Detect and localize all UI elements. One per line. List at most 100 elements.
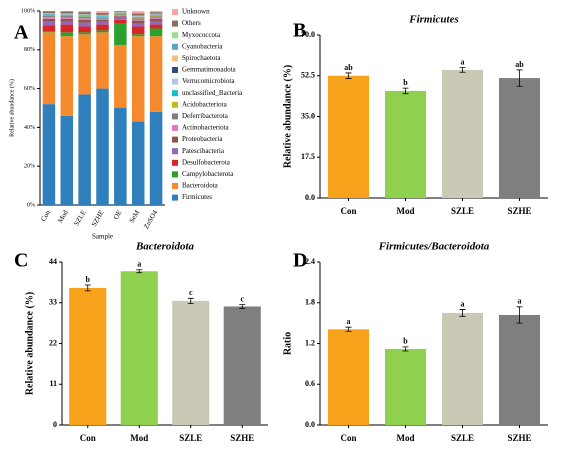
bar (441, 69, 484, 198)
bar-segment (149, 15, 163, 16)
significance-letter: a (461, 57, 465, 66)
error-bar (239, 304, 246, 309)
error-bar (402, 87, 409, 95)
bar-segment (149, 111, 163, 205)
bar-segment (42, 25, 56, 32)
bar-segment (114, 16, 127, 18)
bar (441, 312, 484, 425)
legend-swatch (172, 136, 178, 143)
x-tick-label: Con (39, 208, 52, 223)
x-tick-label: SZHE (507, 206, 531, 216)
error-bar (136, 269, 143, 274)
bar-segment (78, 12, 91, 15)
bar-segment (42, 15, 56, 17)
x-tick-label: ZnSO4 (142, 208, 159, 230)
bar-segment (42, 16, 56, 18)
y-tick-label: 17.5 (301, 152, 315, 161)
legend-swatch (172, 20, 178, 27)
y-axis-label: Ratio (282, 332, 293, 355)
y-tick-label: 22 (49, 338, 57, 347)
legend-label: Acidobacteriota (182, 100, 228, 108)
x-tick-label: SZLE (451, 433, 474, 443)
bar-segment (149, 12, 163, 14)
bar-segment (78, 22, 91, 27)
bar-segment (114, 108, 127, 205)
bar-segment (114, 11, 127, 13)
bar-segment (96, 16, 109, 18)
x-axis-label: Sample (92, 233, 113, 241)
legend-swatch (172, 183, 178, 189)
error-bar (459, 309, 466, 317)
y-tick-label: 2.4 (305, 257, 315, 266)
bar-segment (131, 11, 145, 14)
panel-label: B (293, 20, 306, 42)
bar-segment (96, 21, 109, 25)
bar-segment (60, 36, 74, 116)
y-tick-label: 33 (49, 298, 57, 307)
bar-segment (60, 24, 74, 33)
y-tick-label: 60% (24, 86, 35, 92)
bar-segment (114, 23, 127, 45)
bar-segment (78, 11, 91, 13)
bar-segment (78, 26, 91, 33)
bar-segment (96, 17, 109, 18)
x-tick-label: SZHE (507, 433, 531, 443)
bar-segment (131, 17, 145, 19)
significance-letter: c (189, 288, 193, 297)
legend-swatch (172, 32, 178, 39)
legend-swatch (172, 55, 178, 62)
x-tick-label: SZLE (179, 433, 202, 443)
bar-segment (114, 13, 127, 15)
bar (498, 314, 541, 425)
y-tick-label: 11 (49, 379, 57, 388)
y-tick-label: 1.8 (305, 298, 315, 307)
significance-letter: a (518, 297, 522, 306)
legend-label: Deferribacterota (182, 112, 229, 120)
significance-letter: b (403, 337, 408, 346)
bar-segment (42, 104, 56, 205)
significance-letter: ab (344, 63, 353, 72)
error-bar (402, 346, 409, 352)
bar-segment (78, 15, 91, 17)
legend-label: Unknown (182, 8, 210, 16)
y-tick-label: 20% (24, 164, 35, 170)
bar-segment (149, 17, 163, 19)
legend-label: Cyanobacteria (182, 42, 223, 50)
y-axis-label: Relative abundance (%) (8, 79, 15, 137)
significance-letter: b (86, 275, 91, 284)
x-tick-label: SZLE (72, 209, 87, 227)
y-tick-label: 0 (53, 420, 57, 429)
panel-label: C (14, 250, 28, 272)
bar-segment (96, 30, 109, 33)
bar-segment (131, 121, 145, 205)
chart-title: Firmicutes/Bacteroidota (378, 241, 490, 253)
legend-label: Verrucomicrobiota (182, 77, 235, 85)
bar-segment (131, 36, 145, 122)
bar-segment (114, 44, 127, 108)
x-tick-label: OE (112, 209, 124, 221)
legend-swatch (172, 67, 178, 73)
bar-segment (96, 32, 109, 89)
x-tick-label: Mod (397, 433, 415, 443)
legend-label: Myxococcota (182, 31, 221, 39)
legend-label: Campylobacterota (182, 170, 234, 178)
bar-segment (42, 18, 56, 22)
x-tick-label: Con (80, 433, 96, 443)
x-tick-label: SeM (128, 208, 142, 224)
legend-swatch (172, 159, 178, 166)
y-tick-label: 80% (24, 47, 35, 53)
error-bar (84, 284, 91, 292)
legend-swatch (172, 148, 178, 155)
bar-segment (114, 17, 127, 20)
bar-segment (149, 28, 163, 37)
legend-label: Firmicutes (182, 193, 212, 201)
bar-segment (78, 94, 91, 205)
error-bar (459, 67, 466, 73)
chart-title: Bacteroidota (135, 241, 195, 253)
error-bar (187, 297, 194, 304)
bar-segment (42, 21, 56, 26)
bar-segment (131, 18, 145, 20)
y-tick-label: 0% (27, 202, 35, 208)
legend-label: Spirochaetota (182, 54, 221, 62)
x-tick-label: Mod (56, 208, 70, 224)
